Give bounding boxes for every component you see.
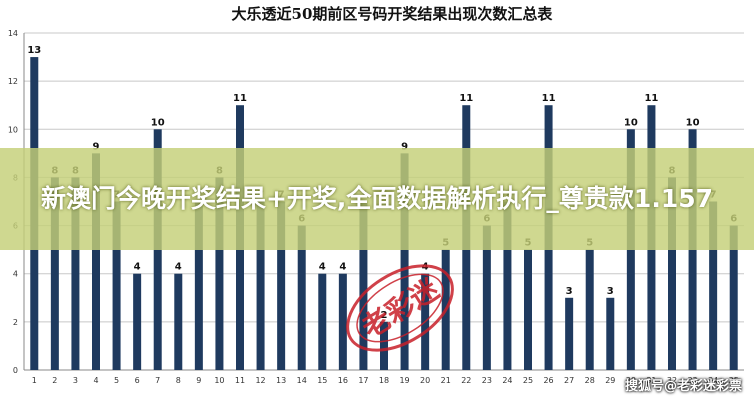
data-label: 9 [93,141,100,152]
bar-20 [421,273,430,370]
source-watermark: 搜狐号@老彩迷彩票 [624,379,742,394]
bar-4 [92,153,100,370]
x-tick-label: 24 [502,376,512,385]
bar-32 [668,177,676,370]
x-tick-label: 16 [338,376,348,385]
bar-24 [503,201,512,370]
bar-27 [565,297,574,370]
data-label: 4 [422,262,429,273]
bar-28 [585,249,594,370]
bar-3 [71,177,80,370]
data-label: 9 [401,141,408,152]
bar-15 [318,273,327,370]
x-tick-label: 13 [276,376,286,385]
x-tick-label: 7 [155,376,160,385]
data-label: 10 [151,117,165,128]
headline-text: 新澳门今晚开奖结果+开奖,全面数据解析执行_尊贵款1.157 [40,184,714,213]
bar-29 [606,297,615,370]
x-tick-label: 21 [441,376,451,385]
x-tick-label: 5 [114,376,119,385]
y-tick-label: 4 [13,270,18,279]
bar-25 [524,249,532,370]
bar-35 [729,225,738,370]
bar-19 [400,153,409,370]
x-tick-label: 17 [358,376,368,385]
data-label: 4 [319,262,326,273]
x-tick-label: 20 [420,376,430,385]
bar-6 [133,273,142,370]
bar-21 [441,249,450,370]
x-tick-label: 32 [667,376,677,385]
data-label: 3 [566,286,573,297]
bar-16 [338,273,347,370]
bar-14 [297,225,306,370]
x-tick-label: 12 [255,376,265,385]
headline-banner: 新澳门今晚开奖结果+开奖,全面数据解析执行_尊贵款1.157 [0,148,754,250]
bar-13 [277,201,286,370]
bar-18 [380,321,388,370]
x-tick-label: 29 [605,376,615,385]
y-tick-label: 12 [8,77,18,86]
x-tick-label: 35 [729,376,739,385]
x-tick-label: 1 [32,376,37,385]
x-tick-label: 30 [626,376,636,385]
x-tick-label: 8 [176,376,181,385]
x-tick-label: 25 [523,376,533,385]
data-label: 11 [542,93,556,104]
x-tick-label: 10 [214,376,224,385]
x-tick-label: 19 [399,376,409,385]
bar-5 [112,201,121,370]
bar-10 [215,177,224,370]
x-tick-label: 14 [297,376,307,385]
data-label: 11 [459,93,473,104]
x-tick-label: 9 [196,376,201,385]
bar-23 [482,225,491,370]
x-tick-label: 18 [379,376,389,385]
bar-9 [194,201,203,370]
x-tick-label: 31 [646,376,656,385]
x-tick-label: 27 [564,376,574,385]
y-tick-label: 14 [8,29,18,38]
data-label: 4 [134,262,141,273]
data-label: 4 [175,262,182,273]
bar-34 [709,201,718,370]
x-tick-label: 6 [135,376,140,385]
data-label: 10 [624,117,638,128]
data-label: 4 [339,262,346,273]
data-label: 11 [233,93,247,104]
x-tick-label: 26 [543,376,553,385]
chart-title: 大乐透近50期前区号码开奖结果出现次数汇总表 [232,5,554,23]
x-tick-label: 11 [235,376,245,385]
data-label: 11 [644,93,658,104]
x-tick-label: 15 [317,376,327,385]
data-label: 3 [607,286,614,297]
x-tick-label: 23 [482,376,492,385]
data-label: 13 [27,45,41,56]
y-tick-label: 10 [8,125,18,134]
bar-2 [50,177,59,370]
x-tick-label: 22 [461,376,471,385]
x-tick-label: 4 [93,376,98,385]
data-label: 2 [381,310,388,321]
y-tick-label: 2 [13,318,18,327]
x-tick-label: 2 [52,376,57,385]
x-tick-label: 28 [585,376,595,385]
x-tick-label: 33 [687,376,697,385]
bar-12 [256,201,265,370]
x-tick-labels: 1 2 3 4 5 6 7 8 9 10 11 12 13 14 15 16 17 18 19 20 21 22 23 24 2… [32,376,739,385]
x-tick-label: 34 [708,376,718,385]
y-tick-label: 0 [13,366,18,375]
data-label: 10 [686,117,700,128]
bar-8 [174,273,183,370]
x-tick-label: 3 [73,376,78,385]
